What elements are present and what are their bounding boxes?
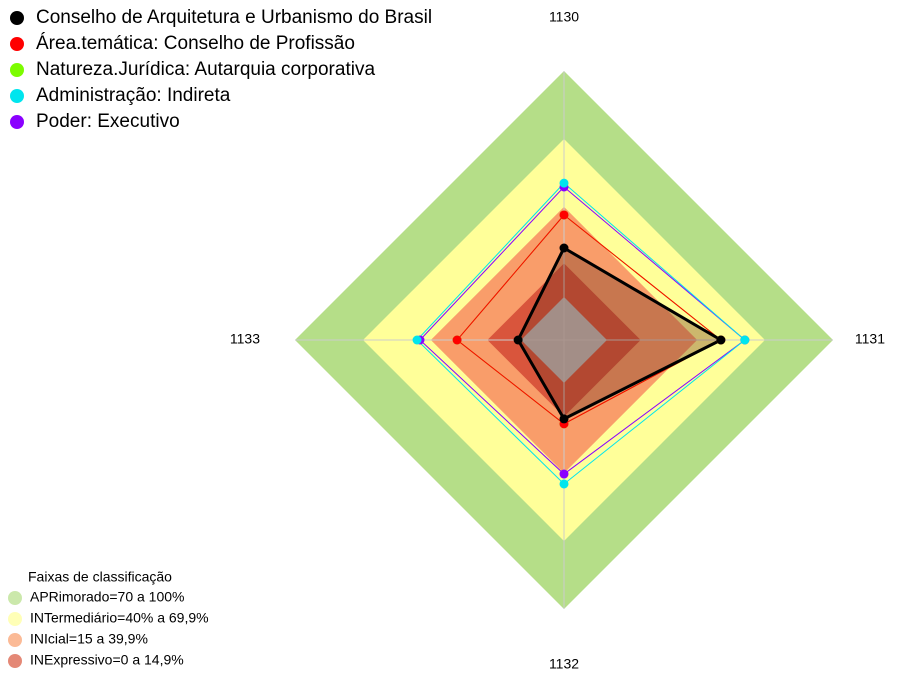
bands-title: Faixas de classificação (28, 569, 172, 585)
legend-marker (10, 11, 24, 25)
band-legend-label: INExpressivo=0 a 14,9% (30, 652, 184, 668)
legend-marker (10, 63, 24, 77)
point (716, 335, 726, 345)
band-legend-label: INIcial=15 a 39,9% (30, 631, 148, 647)
band-legend-marker (8, 591, 22, 605)
point (559, 479, 569, 489)
point (559, 243, 569, 253)
axis-label: 1130 (549, 9, 579, 25)
legend-label: Poder: Executivo (36, 111, 180, 132)
point (452, 335, 462, 345)
point (412, 335, 422, 345)
legend-label: Conselho de Arquitetura e Urbanismo do B… (36, 7, 432, 28)
point (513, 335, 523, 345)
band-legend-marker (8, 633, 22, 647)
legend-marker (10, 115, 24, 129)
axis-label: 1132 (549, 656, 579, 672)
legend-label: Natureza.Jurídica: Autarquia corporativa (36, 59, 375, 80)
legend-label: Administração: Indireta (36, 85, 231, 106)
legend-marker (10, 37, 24, 51)
point (559, 178, 569, 188)
band-legend-marker (8, 654, 22, 668)
legend-label: Área.temática: Conselho de Profissão (36, 33, 355, 54)
axis-label: 1133 (230, 331, 260, 347)
legend-marker (10, 89, 24, 103)
band-legend-label: INTermediário=40% a 69,9% (30, 610, 209, 626)
point (740, 335, 750, 345)
band-legend-label: APRimorado=70 a 100% (30, 589, 185, 605)
point (559, 210, 569, 220)
band-legend-marker (8, 612, 22, 626)
axis-label: 1131 (855, 331, 885, 347)
point (559, 469, 569, 479)
point (559, 414, 569, 424)
